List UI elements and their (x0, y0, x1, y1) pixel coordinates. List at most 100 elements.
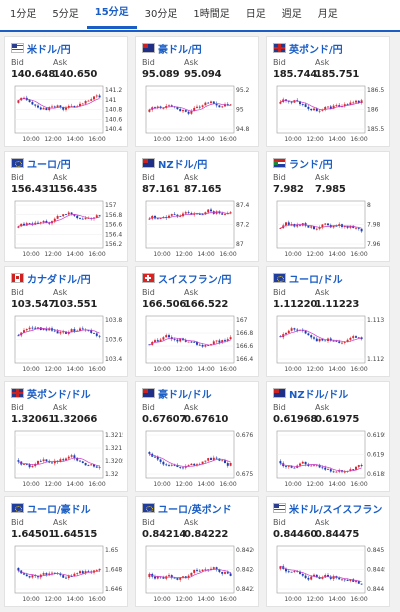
rate-card[interactable]: カナダドル/円 Bid Ask 103.547 103.551 103.8 103.6 103… (4, 266, 128, 377)
y-tick-label: 95.2 (236, 87, 250, 94)
candle-body (212, 341, 215, 345)
candle-body (17, 460, 20, 462)
candle-body (81, 103, 84, 105)
x-tick-label: 14:00 (197, 481, 214, 488)
price-chart[interactable]: 157 156.8 156.6 156.4 156.2 10:00 12:00 14:00 16… (11, 198, 123, 258)
bid-label: Bid (142, 403, 155, 412)
timeframe-tabs: 1分足 5分足 15分足 30分足 1時間足 日足 週足 月足 (0, 0, 400, 32)
tab-1hour[interactable]: 1時間足 (193, 9, 230, 20)
pair-name[interactable]: ランド/円 (289, 159, 333, 171)
candle-body (70, 329, 73, 333)
rate-card[interactable]: NZドル/円 Bid Ask 87.161 87.165 87.4 87.2 87 10:00 1… (135, 151, 259, 262)
ask-value: 1.11223 (315, 299, 360, 310)
pair-name[interactable]: 米ドル/円 (27, 44, 71, 56)
candle-body (162, 337, 165, 340)
price-chart[interactable]: 1.65 1.648 1.646 10:00 12:00 14:00 16:00 (11, 543, 123, 603)
price-chart[interactable]: 8 7.98 7.96 10:00 12:00 14:00 16:00 (273, 198, 385, 258)
candle-body (296, 329, 299, 331)
pair-name[interactable]: 豪ドル/円 (158, 44, 202, 56)
price-chart[interactable]: 1.3215 1.321 1.3205 1.32 10:00 12:00 14:00 16:0… (11, 428, 123, 488)
price-chart[interactable]: 87.4 87.2 87 10:00 12:00 14:00 16:00 (142, 198, 254, 258)
tab-monthly[interactable]: 月足 (317, 9, 338, 20)
pair-name[interactable]: スイスフラン/円 (158, 274, 232, 286)
rate-card[interactable]: 米ドル/円 Bid Ask 140.648 140.650 141.2 141 140.8 14… (4, 36, 128, 147)
bid-label: Bid (142, 518, 155, 527)
rate-card[interactable]: 英ポンド/ドルBidAsk1.320611.320661.32151.3211.… (4, 381, 128, 492)
rate-card[interactable]: 豪ドル/円 Bid Ask 95.089 95.094 95.2 95 94.8 10:00 12… (135, 36, 259, 147)
tab-weekly[interactable]: 週足 (281, 9, 302, 20)
candle-body (229, 104, 232, 106)
candle-body (341, 579, 343, 581)
rate-card[interactable]: 米ドル/スイスフラン Bid Ask 0.84460 0.84475 0.845 0.844… (266, 496, 390, 607)
candle-body (198, 214, 201, 215)
candle-body (53, 460, 56, 464)
flag-icon (273, 388, 286, 398)
candle-body (360, 228, 363, 232)
candle-body (332, 340, 335, 342)
candle-body (67, 456, 70, 459)
pair-name[interactable]: ユーロ/豪ドル (27, 504, 91, 516)
y-tick-label: 0.844 (367, 586, 384, 593)
pair-name[interactable]: NZドル/円 (158, 159, 208, 171)
pair-name[interactable]: 英ポンド/円 (289, 44, 343, 56)
ask-value: 7.985 (315, 184, 346, 195)
pair-name[interactable]: NZドル/ドル (289, 389, 349, 401)
y-tick-label: 103.6 (105, 337, 122, 344)
x-tick-label: 12:00 (44, 596, 61, 603)
pair-name[interactable]: 英ポンド/ドル (27, 389, 91, 401)
candle-body (25, 463, 28, 465)
candle-body (287, 222, 290, 225)
flag-icon (11, 158, 24, 168)
rate-card[interactable]: ランド/円 Bid Ask 7.982 7.985 8 7.98 7.96 10:00 12:00… (266, 151, 390, 262)
pair-name[interactable]: ユーロ/ドル (289, 274, 343, 286)
price-chart[interactable]: 1.113 1.112 10:00 12:00 14:00 16:00 (273, 313, 385, 373)
y-tick-label: 94.8 (236, 126, 250, 133)
plot-area (276, 315, 366, 364)
candle-body (28, 327, 31, 330)
rate-card[interactable]: 英ポンド/円 Bid Ask 185.744 185.751 186.5 186 185.5 1… (266, 36, 390, 147)
candle-body (352, 225, 355, 228)
pair-name[interactable]: カナダドル/円 (27, 274, 91, 286)
price-chart[interactable]: 103.8 103.6 103.4 10:00 12:00 14:00 16:00 (11, 313, 123, 373)
candle-body (204, 345, 207, 347)
rate-card[interactable]: ユーロ/豪ドル Bid Ask 1.64501 1.64515 1.65 1.648 1.64… (4, 496, 128, 607)
pair-name[interactable]: 豪ドル/ドル (158, 389, 212, 401)
candle-body (349, 579, 352, 581)
tab-1min[interactable]: 1分足 (10, 9, 37, 20)
rate-card[interactable]: 豪ドル/ドル Bid Ask 0.67607 0.67610 0.676 0.675 10:0… (135, 381, 259, 492)
bid-value: 0.84214 (142, 529, 187, 540)
price-chart[interactable]: 95.2 95 94.8 10:00 12:00 14:00 16:00 (142, 83, 254, 143)
candle-body (45, 573, 48, 575)
price-chart[interactable]: 0.8426 0.8424 0.8422 10:00 12:00 14:00 16:00 (142, 543, 254, 603)
candle-body (335, 225, 338, 227)
pair-name[interactable]: 米ドル/スイスフラン (289, 504, 383, 516)
candle-body (301, 329, 304, 331)
rate-card[interactable]: ユーロ/円 Bid Ask 156.431 156.435 157 156.8 156.6 15… (4, 151, 128, 262)
candle-body (70, 212, 73, 215)
card-header: ユーロ/円 (11, 156, 71, 171)
rate-card[interactable]: NZドル/ドルBidAsk0.619680.619750.61950.6190.… (266, 381, 390, 492)
price-chart[interactable]: 186.5 186 185.5 10:00 12:00 14:00 16:00 (273, 83, 385, 143)
candle-body (84, 463, 87, 466)
candle-body (355, 227, 357, 229)
rate-card[interactable]: ユーロ/ドル Bid Ask 1.11220 1.11223 1.113 1.112 10:0… (266, 266, 390, 377)
tab-30min[interactable]: 30分足 (144, 9, 178, 20)
price-chart[interactable]: 0.676 0.675 10:00 12:00 14:00 16:00 (142, 428, 254, 488)
candle-body (28, 464, 31, 468)
price-chart[interactable]: 0.845 0.8445 0.844 10:00 12:00 14:00 16:00 (273, 543, 385, 603)
tab-15min[interactable]: 15分足 (86, 2, 137, 29)
candle-body (310, 335, 313, 338)
tab-5min[interactable]: 5分足 (52, 9, 79, 20)
price-chart[interactable]: 141.2 141 140.8 140.6 140.4 10:00 12:00 14:00 16… (11, 83, 123, 143)
rate-card[interactable]: スイスフラン/円 Bid Ask 166.506 166.522 167 166.8 166.… (135, 266, 259, 377)
candle-body (176, 107, 179, 110)
pair-name[interactable]: ユーロ/円 (27, 159, 71, 171)
moving-average-line (280, 462, 362, 472)
bid-value: 166.506 (142, 299, 187, 310)
candle-body (148, 218, 151, 220)
price-chart[interactable]: 167 166.8 166.6 166.4 10:00 12:00 14:00 16:00 (142, 313, 254, 373)
pair-name[interactable]: ユーロ/英ポンド (158, 504, 232, 516)
tab-daily[interactable]: 日足 (245, 9, 266, 20)
